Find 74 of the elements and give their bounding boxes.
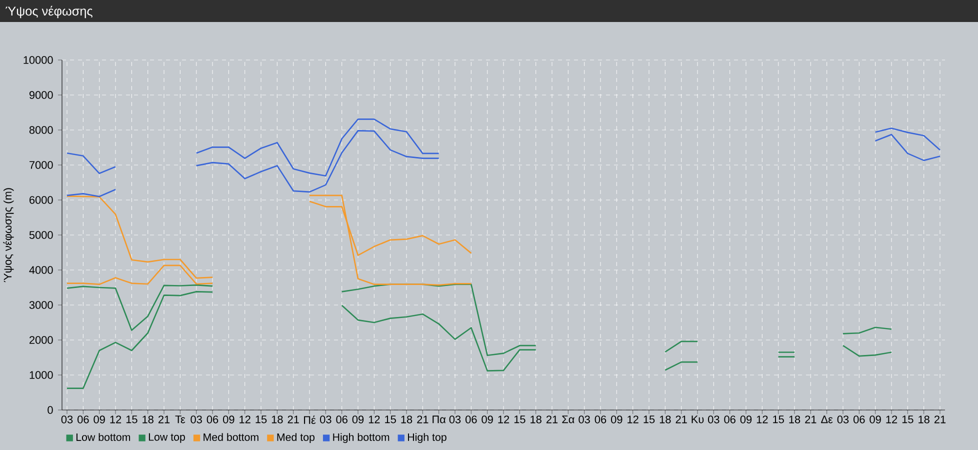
x-tick-label: 21: [934, 416, 946, 424]
x-tick-label: 15: [902, 416, 914, 424]
x-tick-label: 03: [708, 416, 720, 424]
x-tick-label: 21: [676, 416, 687, 424]
legend-label: High top: [408, 433, 446, 444]
x-tick-label: 03: [320, 416, 332, 424]
y-tick-label: 4000: [29, 266, 53, 274]
x-tick-label: 06: [206, 416, 218, 424]
x-tick-label: 09: [740, 416, 752, 424]
x-tick-label: 06: [466, 416, 477, 424]
x-tick-label: 06: [336, 416, 348, 424]
legend-label: Med top: [277, 433, 314, 444]
x-tick-label: 12: [240, 416, 250, 424]
x-tick-label: 21: [546, 416, 558, 424]
x-tick-label: 09: [94, 416, 105, 424]
x-tick-label: 18: [272, 416, 283, 424]
x-tick-label: 12: [628, 416, 638, 424]
x-tick-label: 06: [724, 416, 736, 424]
x-tick-label: Σα: [562, 416, 574, 424]
x-tick-label: 18: [918, 416, 930, 424]
x-tick-label: 18: [660, 416, 671, 424]
x-tick-label: 18: [401, 416, 412, 424]
x-tick-label: 21: [158, 416, 170, 424]
x-tick-label: 03: [578, 416, 590, 424]
legend-label: Low bottom: [76, 433, 130, 441]
y-tick-label: 0: [48, 406, 53, 414]
y-tick-label: 6000: [30, 196, 53, 204]
x-tick-label: 06: [78, 416, 89, 424]
x-tick-label: 09: [611, 416, 622, 424]
y-tick-label: 7000: [30, 161, 53, 169]
x-tick-label: 15: [256, 416, 267, 424]
x-tick-label: Τε: [175, 416, 186, 424]
x-tick-label: 21: [288, 416, 299, 424]
x-tick-label: 09: [870, 416, 881, 424]
x-tick-label: 03: [61, 416, 73, 424]
legend-label: Med bottom: [204, 433, 258, 441]
x-tick-label: 12: [886, 416, 898, 424]
x-tick-label: 21: [417, 416, 428, 424]
x-tick-label: 03: [190, 416, 202, 424]
x-tick-label: 15: [514, 416, 526, 424]
x-tick-label: 18: [142, 416, 154, 424]
x-tick-label: 21: [805, 416, 816, 424]
legend-label: Low top: [148, 433, 185, 443]
x-tick-label: 15: [644, 416, 655, 424]
y-tick-label: 8000: [29, 126, 53, 134]
x-tick-label: 09: [223, 416, 234, 424]
x-tick-label: Κυ: [692, 416, 704, 424]
x-tick-label: 12: [498, 416, 510, 424]
chart-title: Ύψος νέφωσης: [6, 6, 92, 18]
y-tick-label: 2000: [30, 336, 53, 344]
y-tick-label: 10000: [24, 56, 53, 64]
x-tick-label: Δε: [821, 416, 833, 424]
x-tick-label: 09: [482, 416, 493, 424]
x-tick-label: 15: [126, 416, 138, 424]
x-tick-label: 03: [449, 416, 461, 424]
y-tick-label: 1000: [30, 371, 53, 379]
x-tick-label: 09: [352, 416, 364, 424]
x-tick-label: 12: [368, 416, 380, 424]
y-axis-title: Ύψος νέφωσης (m): [3, 188, 14, 282]
legend-label: High bottom: [333, 433, 390, 444]
x-tick-label: 03: [837, 416, 849, 424]
x-tick-label: 18: [789, 416, 800, 424]
x-tick-label: Πα: [432, 416, 446, 424]
y-tick-label: 5000: [29, 231, 53, 239]
x-tick-label: 06: [594, 416, 606, 424]
x-tick-label: 18: [530, 416, 542, 424]
x-tick-label: 15: [773, 416, 784, 424]
x-tick-label: 15: [385, 416, 396, 424]
x-tick-label: 12: [110, 416, 122, 424]
y-tick-label: 3000: [29, 301, 53, 309]
x-tick-label: 06: [854, 416, 865, 424]
x-tick-label: Πέ: [304, 416, 316, 424]
y-tick-label: 9000: [29, 91, 53, 99]
x-tick-label: 12: [756, 416, 768, 424]
